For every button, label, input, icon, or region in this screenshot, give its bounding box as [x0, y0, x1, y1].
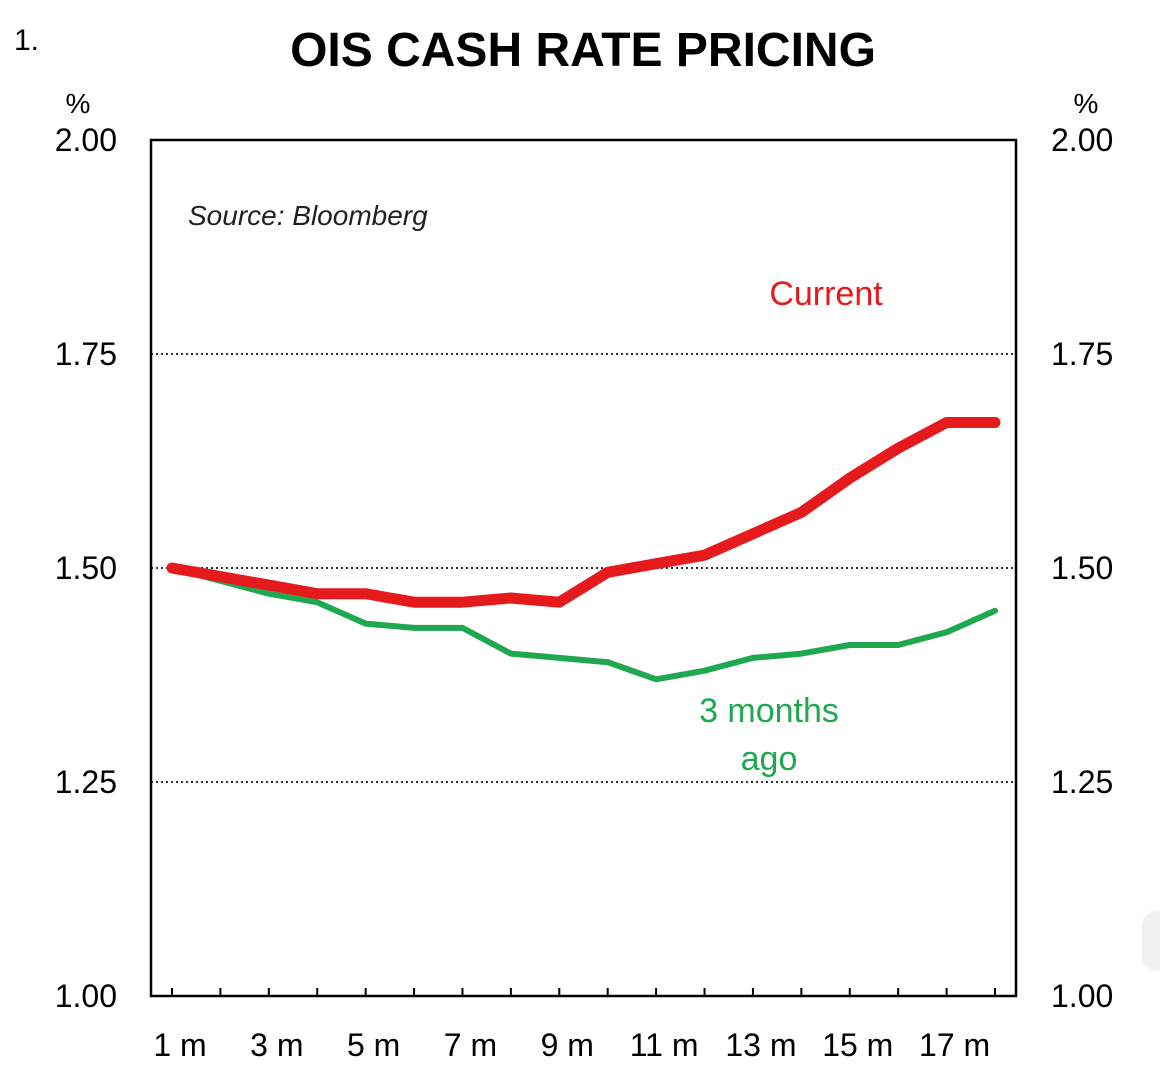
x-tick-label: 15 m — [822, 1027, 893, 1063]
y-tick-label-right: 1.00 — [1051, 978, 1113, 1014]
x-tick-label: 11 m — [630, 1027, 699, 1063]
y-axis-left: 1.00 1.25 1.50 1.75 2.00 — [55, 122, 117, 1014]
series-line-current — [166, 417, 1001, 608]
series-label: Current — [769, 275, 883, 313]
plot-frame — [149, 138, 1018, 998]
x-tick-label: 3 m — [250, 1027, 303, 1063]
x-ticks — [171, 988, 996, 996]
x-tick-label: 9 m — [541, 1027, 594, 1063]
y-tick-label-right: 1.25 — [1051, 764, 1113, 800]
y-axis-right: 1.00 1.25 1.50 1.75 2.00 — [1051, 122, 1113, 1014]
x-tick-label: 17 m — [919, 1027, 990, 1063]
y-tick-label-left: 1.75 — [55, 336, 117, 372]
x-axis-labels: 1 m 3 m 5 m 7 m 9 m 11 m 13 m 15 m 17 m — [153, 1027, 990, 1063]
y-tick-label-right: 1.50 — [1051, 550, 1113, 586]
series-line-three-months-ago — [169, 565, 998, 683]
source-note: Source: Bloomberg — [188, 200, 428, 231]
y-unit-right: % — [1074, 88, 1099, 119]
x-tick-label: 13 m — [725, 1027, 796, 1063]
x-tick-label: 5 m — [347, 1027, 400, 1063]
y-unit-left: % — [66, 88, 91, 119]
series-label: 3 months — [699, 692, 839, 730]
y-tick-label-left: 2.00 — [55, 122, 117, 158]
y-tick-label-right: 1.75 — [1051, 336, 1113, 372]
x-tick-label: 1 m — [153, 1027, 206, 1063]
y-tick-label-left: 1.00 — [55, 978, 117, 1014]
page-scroll-handle — [1144, 912, 1160, 970]
x-tick-label: 7 m — [444, 1027, 497, 1063]
y-tick-label-left: 1.50 — [55, 550, 117, 586]
y-tick-label-left: 1.25 — [55, 764, 117, 800]
series-label: ago — [741, 740, 798, 778]
figure-number: 1. — [14, 24, 39, 57]
y-tick-label-right: 2.00 — [1051, 122, 1113, 158]
series-labels: Current 3 months ago — [699, 275, 883, 778]
series-lines — [166, 417, 1001, 683]
chart-title: OIS CASH RATE PRICING — [290, 24, 876, 77]
gridlines — [151, 353, 1016, 783]
